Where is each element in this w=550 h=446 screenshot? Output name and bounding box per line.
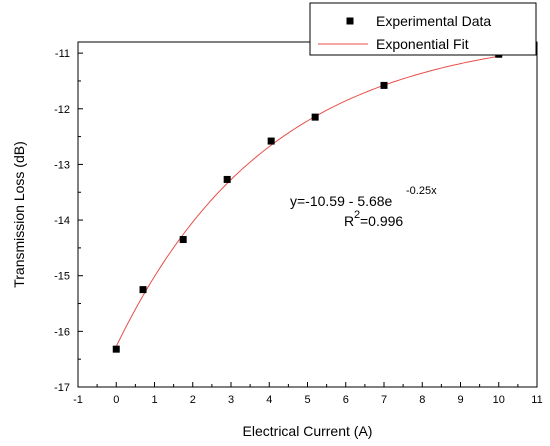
x-tick-label: 1 [151, 394, 157, 406]
x-tick-label: 11 [531, 394, 542, 406]
y-tick-label: -14 [54, 215, 70, 227]
plot-area [77, 41, 538, 388]
x-axis-title: Electrical Current (A) [243, 423, 373, 439]
x-tick-label: 0 [113, 394, 119, 406]
legend-box [309, 2, 537, 56]
data-point [223, 175, 231, 183]
legend-label-fit: Exponential Fit [376, 36, 469, 52]
r-squared-value: =0.996 [360, 213, 403, 229]
r-squared-superscript: 2 [354, 209, 360, 221]
x-tick-label: 10 [493, 394, 505, 406]
y-tick-label: -11 [55, 48, 70, 60]
r-squared-label: R [344, 213, 354, 229]
plot-frame [77, 41, 538, 388]
data-point [112, 345, 120, 353]
x-tick-label: 2 [190, 394, 196, 406]
x-tick-label: 9 [457, 394, 463, 406]
y-tick-label: -15 [54, 271, 70, 283]
data-point [267, 137, 275, 145]
x-tick-label: 4 [266, 394, 272, 406]
equation-exponent: -0.25x [406, 185, 437, 197]
x-tick-label: 6 [343, 394, 349, 406]
x-tick-label: 3 [228, 394, 234, 406]
legend: Experimental Data Exponential Fit [309, 2, 537, 56]
y-tick-label: -17 [54, 382, 70, 394]
legend-label-experimental: Experimental Data [376, 13, 491, 29]
x-tick-label: 8 [419, 394, 425, 406]
data-point [179, 236, 187, 244]
x-tick-label: -1 [73, 394, 83, 406]
data-point [311, 113, 319, 121]
y-tick-label: -16 [54, 326, 70, 338]
equation-text: y=-10.59 - 5.68e [290, 193, 393, 209]
x-tick-label: 7 [381, 394, 387, 406]
x-axis: -1 0 1 2 3 4 5 6 7 8 9 10 11 [73, 382, 543, 406]
equation-annotation: y=-10.59 - 5.68e -0.25x [290, 185, 437, 209]
data-point [139, 286, 147, 294]
y-tick-label: -13 [54, 159, 70, 171]
x-tick-label: 5 [304, 394, 310, 406]
y-axis-title: Transmission Loss (dB) [11, 141, 27, 288]
y-tick-label: -12 [54, 104, 70, 116]
y-axis: -17 -16 -15 -14 -13 -12 -11 [54, 48, 83, 394]
data-point [380, 81, 388, 89]
r-squared-annotation: R 2 =0.996 [344, 209, 403, 229]
legend-marker-square [346, 17, 354, 25]
